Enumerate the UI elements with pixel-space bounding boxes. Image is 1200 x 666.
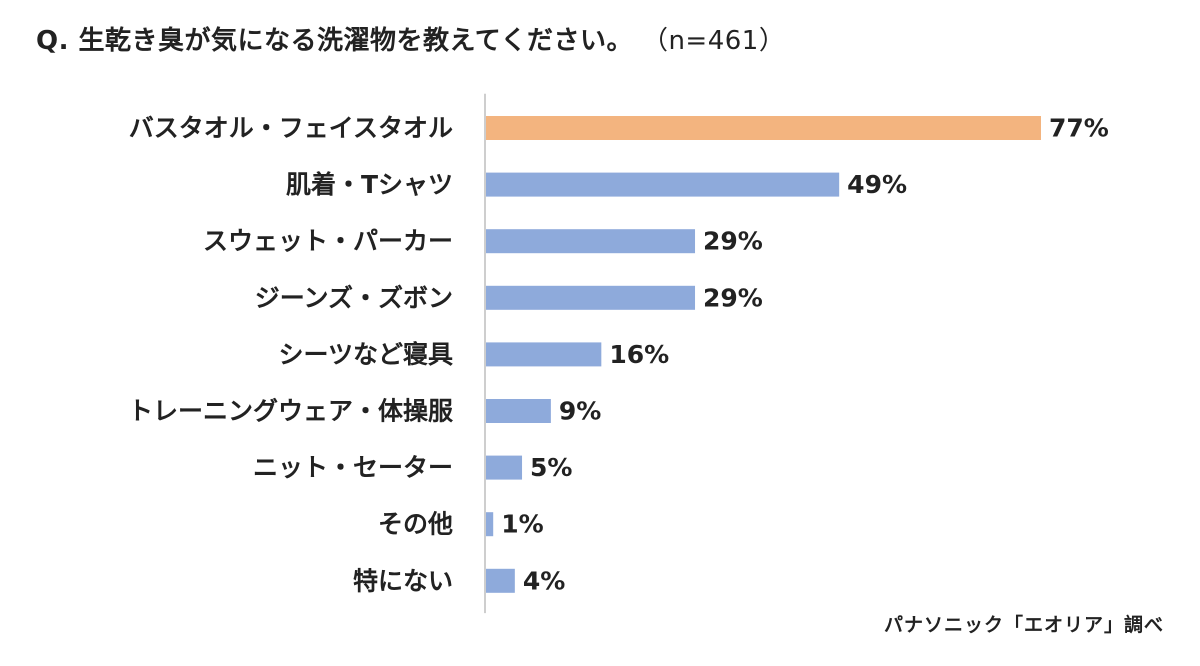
category-label: スウェット・パーカー: [203, 227, 453, 256]
value-label: 4%: [523, 566, 565, 595]
bar-highlight: [486, 116, 1041, 140]
bar: [486, 285, 696, 310]
question-text: Q. 生乾き臭が気になる洗濯物を教えてください。: [36, 26, 633, 56]
value-label: 9%: [559, 397, 601, 426]
sample-size: （n=461）: [654, 26, 786, 56]
bar: [486, 568, 515, 593]
bar: [486, 455, 523, 480]
category-label: ジーンズ・ズボン: [255, 283, 453, 312]
value-label: 29%: [703, 283, 763, 312]
bar: [486, 172, 840, 197]
category-label: シーツなど寝具: [278, 340, 453, 369]
bar: [486, 342, 602, 367]
bar: [486, 512, 494, 537]
value-label: 5%: [530, 453, 572, 482]
bar: [486, 399, 551, 423]
category-label: トレーニングウェア・体操服: [128, 397, 454, 426]
category-label: バスタオル・フェイスタオル: [129, 114, 453, 143]
value-label: 29%: [703, 227, 763, 256]
category-label: 肌着・Tシャツ: [286, 170, 453, 199]
category-label: ニット・セーター: [253, 453, 453, 482]
source-credit: パナソニック「エオリア」調べ: [883, 614, 1164, 636]
category-label: 特にない: [353, 566, 453, 595]
value-label: 49%: [847, 170, 907, 199]
value-label: 77%: [1049, 114, 1109, 143]
bar: [486, 229, 696, 254]
chart-title: Q. 生乾き臭が気になる洗濯物を教えてください。 （n=461）: [36, 20, 785, 57]
category-label: その他: [378, 510, 453, 539]
value-label: 16%: [609, 340, 669, 369]
value-label: 1%: [501, 510, 543, 539]
